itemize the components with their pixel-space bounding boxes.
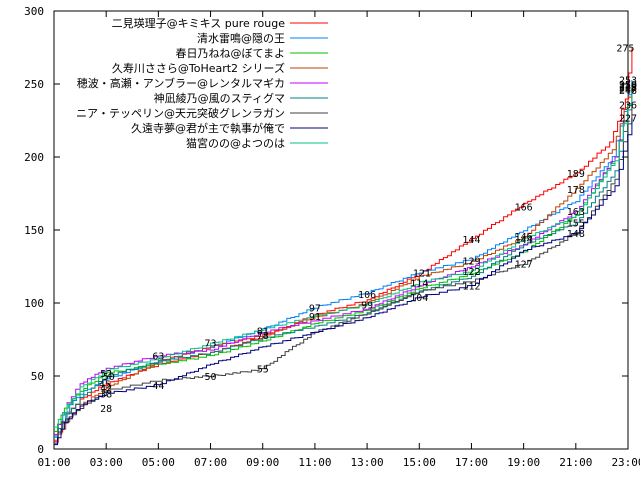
- x-tick-label: 21:00: [559, 456, 592, 469]
- series-line: [54, 84, 633, 435]
- data-label: 78: [257, 331, 269, 342]
- legend-entry-label: ニア・テッペリン@天元突破グレンラガン: [76, 106, 285, 120]
- data-labels: 45 144 166 189 275 97 106 121 253 52 78 247 42 129 178…: [99, 44, 637, 416]
- data-label: 45: [99, 379, 111, 390]
- data-label: 248: [619, 83, 637, 94]
- y-tick-label: 0: [37, 443, 44, 456]
- x-tick-label: 17:00: [455, 456, 488, 469]
- series-lines: [54, 48, 633, 446]
- y-tick-label: 250: [24, 78, 44, 91]
- data-label: 28: [100, 404, 112, 415]
- data-label: 121: [413, 268, 431, 279]
- data-label: 148: [567, 229, 585, 240]
- data-label: 189: [567, 169, 585, 180]
- x-tick-label: 07:00: [194, 456, 227, 469]
- data-label: 246: [619, 86, 637, 97]
- legend-entry-label: 久寿川ささら@ToHeart2 シリーズ: [112, 61, 285, 75]
- data-label: 106: [358, 290, 376, 301]
- data-label: 127: [515, 260, 533, 271]
- legend-entry-label: 春日乃ねね@ぼてまよ: [176, 47, 285, 60]
- data-label: 155: [567, 219, 585, 230]
- series-line: [54, 104, 633, 444]
- x-tick-label: 19:00: [507, 456, 540, 469]
- data-label: 250: [619, 80, 637, 91]
- data-label: 275: [616, 44, 634, 55]
- y-tick-label: 50: [31, 370, 44, 383]
- data-label: 81: [257, 327, 269, 338]
- data-label: 114: [410, 279, 428, 290]
- data-label: 44: [152, 381, 164, 392]
- legend-entry-label: 清水雷鳴@隠の王: [197, 31, 285, 45]
- data-label: 178: [567, 185, 585, 196]
- legend-entry-label: 神凪綾乃@風のスティグマ: [154, 91, 285, 105]
- x-tick-label: 01:00: [37, 456, 70, 469]
- data-label: 63: [152, 352, 164, 363]
- legend-entry-label: 猫宮のの@よつのは: [186, 136, 285, 150]
- data-label: 247: [619, 84, 637, 95]
- data-label: 166: [515, 203, 533, 214]
- data-label: 146: [515, 232, 533, 243]
- data-label: 227: [619, 114, 637, 125]
- data-label: 144: [462, 235, 480, 246]
- series-line: [54, 118, 633, 446]
- legend-entry-label: 二見瑛理子@キミキス pure rouge: [112, 17, 286, 30]
- data-label: 38: [100, 390, 112, 401]
- series-line: [54, 86, 633, 428]
- legend: 二見瑛理子@キミキス pure rouge清水雷鳴@隠の王春日乃ねね@ぼてまよ久…: [76, 17, 328, 150]
- data-label: 122: [462, 267, 480, 278]
- x-tick-label: 13:00: [351, 456, 384, 469]
- series-line: [54, 90, 633, 437]
- data-label: 97: [309, 303, 321, 314]
- data-label: 129: [462, 257, 480, 268]
- data-label: 104: [410, 293, 428, 304]
- data-label: 42: [100, 384, 112, 395]
- data-label: 50: [103, 372, 115, 383]
- data-label: 236: [619, 100, 637, 111]
- data-label: 253: [619, 76, 637, 87]
- data-label: 55: [257, 365, 269, 376]
- legend-entry-label: 穂波・高瀬・アンブラー@レンタルマギカ: [77, 76, 285, 90]
- series-line: [54, 89, 633, 432]
- x-tick-label: 05:00: [142, 456, 175, 469]
- data-label: 163: [567, 207, 585, 218]
- y-tick-label: 300: [24, 5, 44, 18]
- data-label: 73: [205, 338, 217, 349]
- legend-entry-label: 久遠寺夢@君が主で執事が俺で: [131, 121, 285, 135]
- data-label: 52: [100, 369, 112, 380]
- x-tick-label: 09:00: [246, 456, 279, 469]
- data-label: 249: [619, 81, 637, 92]
- x-tick-label: 03:00: [90, 456, 123, 469]
- x-tick-label: 11:00: [298, 456, 331, 469]
- data-label: 91: [309, 312, 321, 323]
- data-label: 99: [361, 300, 373, 311]
- data-label: 50: [205, 372, 217, 383]
- y-tick-label: 100: [24, 297, 44, 310]
- x-tick-label: 15:00: [403, 456, 436, 469]
- y-tick-label: 150: [24, 224, 44, 237]
- series-line: [54, 84, 633, 441]
- data-label: 112: [462, 281, 480, 292]
- data-label: 144: [515, 235, 533, 246]
- y-tick-label: 200: [24, 151, 44, 164]
- x-tick-label: 23:00: [611, 456, 640, 469]
- axis-ticks: 01:00 03:00 05:00 07:00 09:00 11:00 13:00 15:00…: [24, 5, 640, 469]
